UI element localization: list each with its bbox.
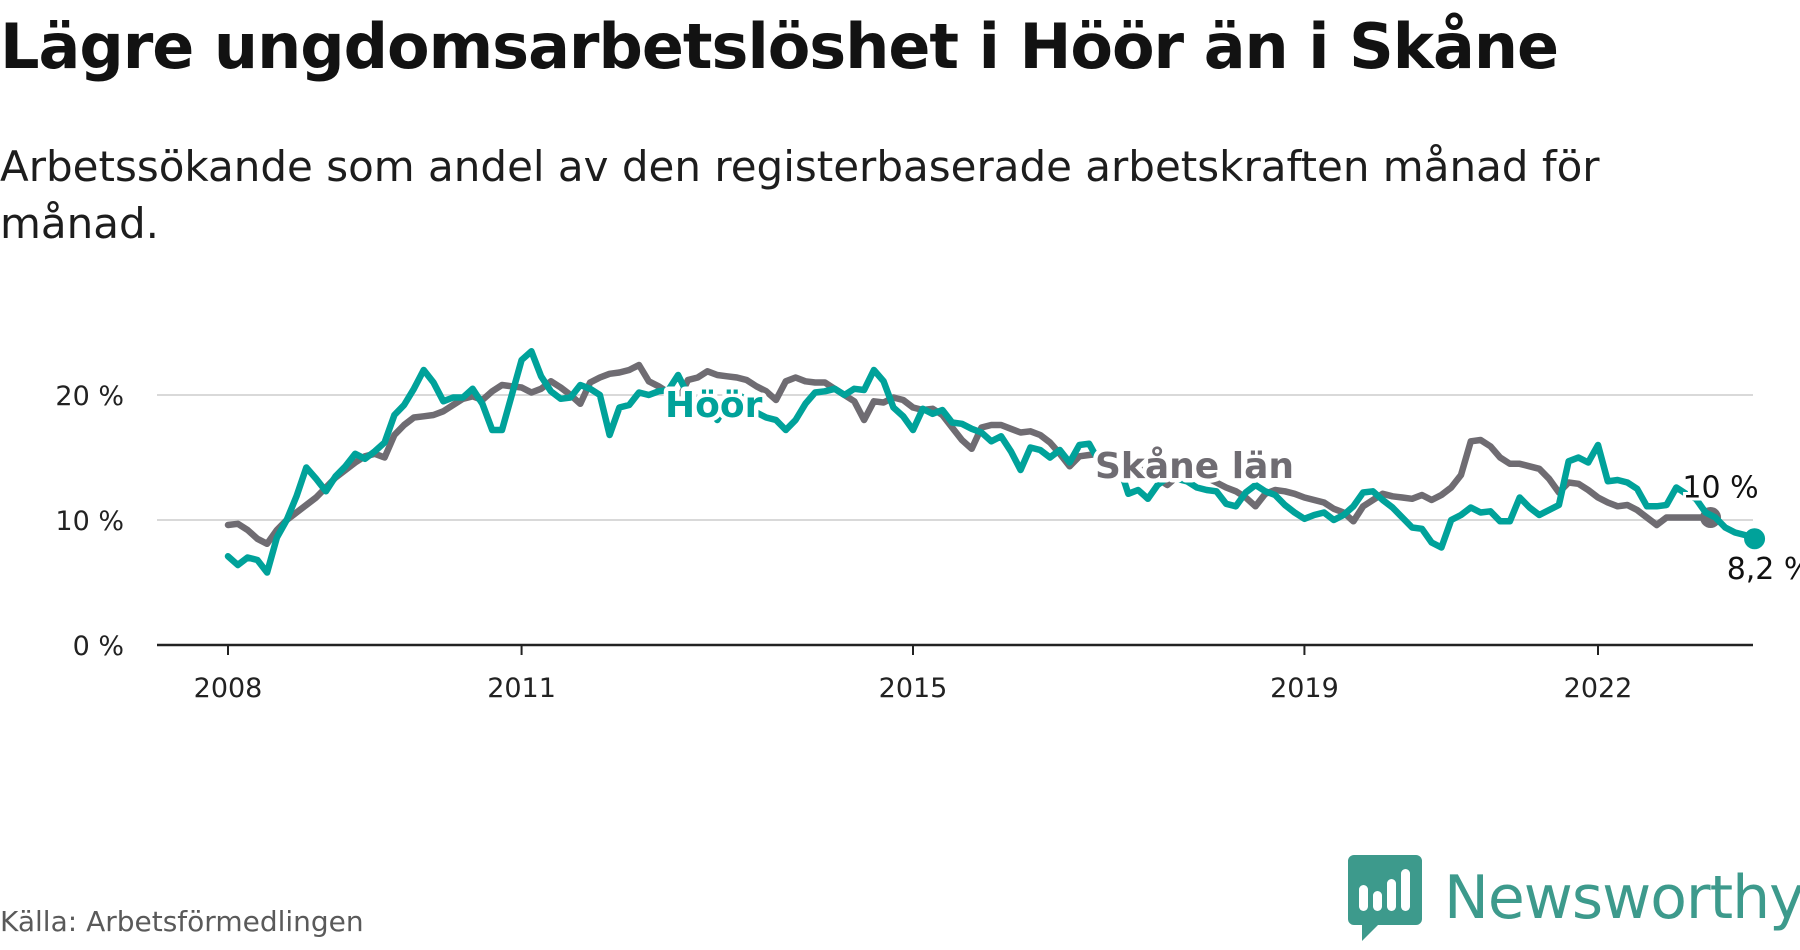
series-line-hoor bbox=[224, 348, 1758, 576]
axis-layer: 0 % 10 % 20 % 2008 2011 2015 2019 2022 bbox=[55, 381, 1753, 704]
x-tick-label: 2011 bbox=[487, 673, 556, 704]
x-tick-label: 2022 bbox=[1564, 673, 1633, 704]
x-tick-label: 2015 bbox=[879, 673, 948, 704]
series-label-skane: Skåne län bbox=[1095, 446, 1294, 487]
newsworthy-logo-icon bbox=[1348, 855, 1422, 941]
grid-layer bbox=[157, 394, 1753, 521]
source-note: Källa: Arbetsförmedlingen bbox=[0, 905, 364, 938]
chart-subtitle: Arbetssökande som andel av den registerb… bbox=[0, 142, 1600, 249]
series-label-hoor: Höör bbox=[665, 385, 763, 426]
x-tick-label: 2019 bbox=[1270, 673, 1339, 704]
y-tick-label: 20 % bbox=[55, 381, 124, 412]
series-line-skane bbox=[224, 361, 1714, 548]
chart-title: Lägre ungdomsarbetslöshet i Höör än i Sk… bbox=[0, 10, 1559, 83]
y-tick-label: 10 % bbox=[55, 506, 124, 537]
end-point-hoor bbox=[1744, 528, 1766, 550]
y-tick-label: 0 % bbox=[73, 631, 124, 662]
end-label-hoor: 8,2 % bbox=[1727, 552, 1800, 587]
series-layer bbox=[224, 348, 1766, 576]
label-layer: Höör Skåne län 10 % 8,2 % bbox=[661, 381, 1800, 590]
line-chart: 0 % 10 % 20 % 2008 2011 2015 2019 2022 Höör Skån… bbox=[55, 348, 1800, 704]
brand-name: Newsworthy bbox=[1444, 862, 1800, 933]
x-tick-label: 2008 bbox=[194, 673, 263, 704]
newsworthy-logo[interactable]: Newsworthy bbox=[1348, 855, 1800, 950]
end-label-skane: 10 % bbox=[1682, 471, 1758, 506]
